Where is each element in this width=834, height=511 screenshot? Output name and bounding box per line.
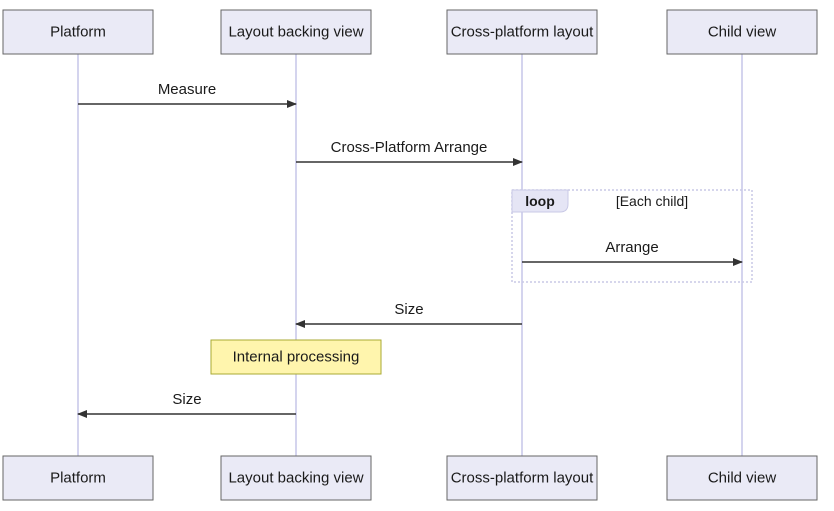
- participant-label: Platform: [50, 24, 106, 41]
- message-label: Size: [394, 301, 423, 318]
- message-label: Size: [172, 391, 201, 408]
- participant-label: Platform: [50, 470, 106, 487]
- loop-condition: [Each child]: [616, 193, 688, 209]
- message-label: Measure: [158, 81, 216, 98]
- participant-label: Cross-platform layout: [451, 24, 594, 41]
- participant-label: Layout backing view: [228, 470, 363, 487]
- participant-label: Layout backing view: [228, 24, 363, 41]
- loop-tag-label: loop: [525, 193, 555, 209]
- participant-label: Cross-platform layout: [451, 470, 594, 487]
- message-label: Arrange: [605, 239, 658, 256]
- message-label: Cross-Platform Arrange: [331, 139, 488, 156]
- note-text: Internal processing: [233, 349, 360, 366]
- participant-label: Child view: [708, 24, 777, 41]
- participant-label: Child view: [708, 470, 777, 487]
